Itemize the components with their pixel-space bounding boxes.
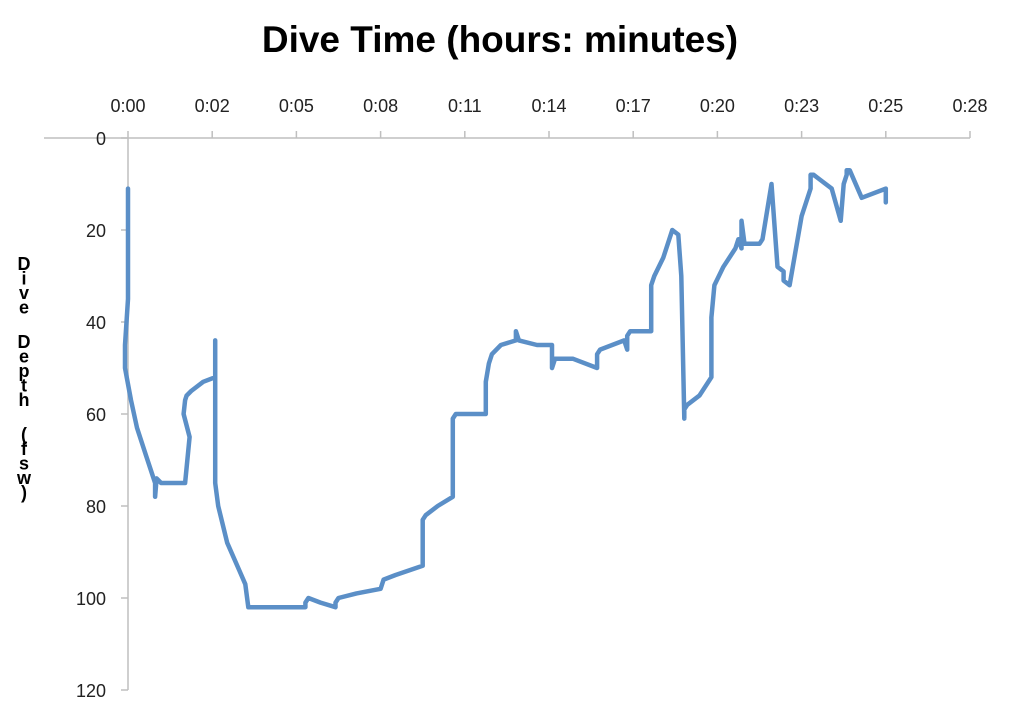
x-tick-label: 0:17 xyxy=(616,96,651,116)
y-axis-label-char: e xyxy=(19,298,29,318)
y-tick-label: 80 xyxy=(86,497,106,517)
x-tick-label: 0:08 xyxy=(363,96,398,116)
y-axis-label-char: i xyxy=(21,269,26,289)
x-tick-label: 0:00 xyxy=(110,96,145,116)
y-axis-label-char: s xyxy=(19,454,29,474)
y-tick-label: 20 xyxy=(86,221,106,241)
y-axis-label-char: f xyxy=(21,439,28,459)
y-axis-label-char: e xyxy=(19,347,29,367)
y-tick-label: 100 xyxy=(76,589,106,609)
y-axis-label-char: h xyxy=(19,390,30,410)
x-tick-label: 0:02 xyxy=(195,96,230,116)
y-tick-label: 60 xyxy=(86,405,106,425)
y-axis-label-char: v xyxy=(19,283,29,303)
y-axis-label-char: w xyxy=(16,468,32,488)
y-axis-label-char: p xyxy=(19,361,30,381)
x-tick-label: 0:14 xyxy=(531,96,566,116)
x-tick-label: 0:05 xyxy=(279,96,314,116)
x-tick-label: 0:25 xyxy=(868,96,903,116)
y-axis-ticks: 0 20 40 60 80 100 120 xyxy=(76,129,128,701)
x-tick-label: 0:11 xyxy=(448,96,482,116)
x-tick-label: 0:20 xyxy=(700,96,735,116)
x-tick-label: 0:23 xyxy=(784,96,819,116)
chart-title: Dive Time (hours: minutes) xyxy=(262,19,738,60)
y-axis-label-char: ) xyxy=(21,483,27,503)
y-axis-label-char: ( xyxy=(21,425,27,445)
y-axis-label-char: t xyxy=(21,376,27,396)
y-axis-label-char: D xyxy=(18,332,31,352)
series-line-0 xyxy=(122,167,889,610)
x-tick-label: 0:28 xyxy=(952,96,987,116)
x-axis-ticks: 0:00 0:02 0:05 0:08 0:11 0:14 0:17 0:20 0:23 0:25… xyxy=(110,96,988,138)
series-group xyxy=(122,167,889,610)
y-axis-label-char: D xyxy=(18,254,31,274)
y-tick-label: 120 xyxy=(76,681,106,701)
y-tick-label: 40 xyxy=(86,313,106,333)
y-tick-label: 0 xyxy=(96,129,106,149)
